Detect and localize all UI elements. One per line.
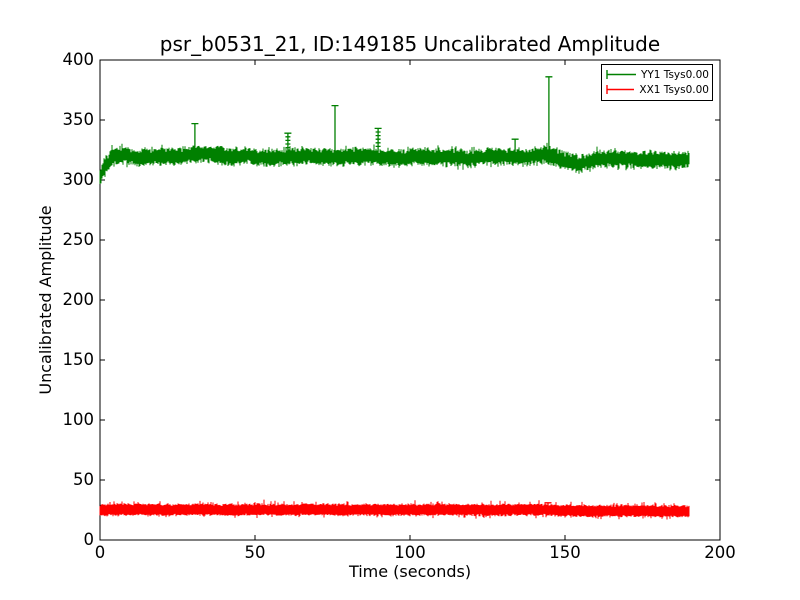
series-band-xx1 [99, 499, 690, 520]
axis-ticks [99, 59, 721, 541]
legend-entry: YY1 Tsys0.00 [605, 67, 709, 82]
legend: YY1 Tsys0.00 XX1 Tsys0.00 [601, 64, 713, 101]
y-tick-label: 50 [73, 470, 94, 489]
legend-label: XX1 Tsys0.00 [639, 83, 709, 96]
series-spikes-xx1 [544, 502, 552, 510]
series-band-yy1 [99, 142, 690, 184]
x-tick-label: 150 [549, 543, 581, 562]
y-tick-label: 150 [62, 350, 95, 369]
series-spikes-yy1 [191, 76, 553, 158]
y-tick-label: 250 [62, 230, 95, 249]
y-tick-label: 0 [83, 530, 95, 549]
chart-title: psr_b0531_21, ID:149185 Uncalibrated Amp… [159, 32, 661, 56]
x-axis-label: Time (seconds) [348, 562, 472, 581]
y-tick-label: 400 [62, 50, 95, 69]
x-tick-label: 0 [94, 543, 106, 562]
legend-errorbar-marker-icon [606, 70, 636, 79]
y-tick-label: 300 [62, 170, 95, 189]
legend-label: YY1 Tsys0.00 [640, 68, 709, 81]
x-tick-label: 200 [704, 543, 736, 562]
x-tick-label: 50 [244, 543, 266, 562]
x-tick-label: 100 [394, 543, 426, 562]
y-tick-label: 100 [62, 410, 95, 429]
legend-errorbar-marker-icon [606, 85, 635, 94]
y-tick-label: 200 [62, 290, 95, 309]
legend-entry: XX1 Tsys0.00 [605, 82, 709, 97]
y-tick-label: 350 [62, 110, 95, 129]
plot-frame [99, 59, 721, 541]
